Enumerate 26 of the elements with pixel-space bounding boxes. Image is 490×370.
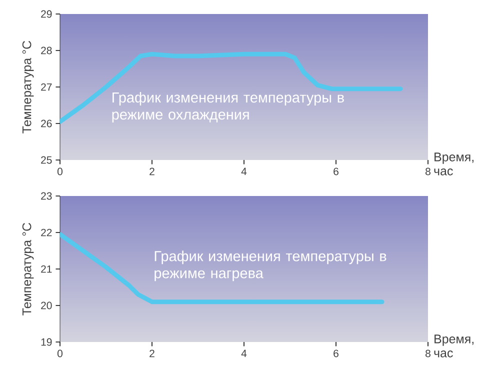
y-tick-label: 23 [41,192,52,200]
y-tick-label: 28 [41,46,52,54]
annotation: График изменения температуры в режиме охлаждения [112,92,344,122]
x-tick-label: 8 [426,168,430,176]
x-tick-label: 0 [57,168,63,176]
annotation: График изменения температуры в режиме нагрева [154,250,386,282]
y-tick-label: 26 [41,120,52,128]
x-tick-label: 8 [426,350,430,358]
x-tick-label: 0 [57,350,63,358]
y-tick-label: 29 [41,10,52,18]
x-tick-label: 2 [150,350,154,358]
y-tick-label: 25 [41,156,52,164]
x-tick-label: 4 [241,168,247,175]
x-tick-label: 6 [334,350,338,358]
y-tick-label: 20 [41,302,52,310]
y-tick-label: 21 [41,265,52,273]
y-tick-label: 19 [41,338,52,346]
y-tick-label: 22 [41,228,52,236]
y-axis-title: Температура °C [22,222,34,316]
x-axis-title: Время, час [434,152,474,176]
x-tick-label: 6 [334,168,338,176]
x-tick-label: 4 [241,350,247,357]
x-tick-label: 2 [150,168,154,176]
x-axis-title: Время, час [434,334,474,358]
y-axis-title: Температура °C [22,40,34,134]
y-tick-label: 27 [41,83,52,91]
